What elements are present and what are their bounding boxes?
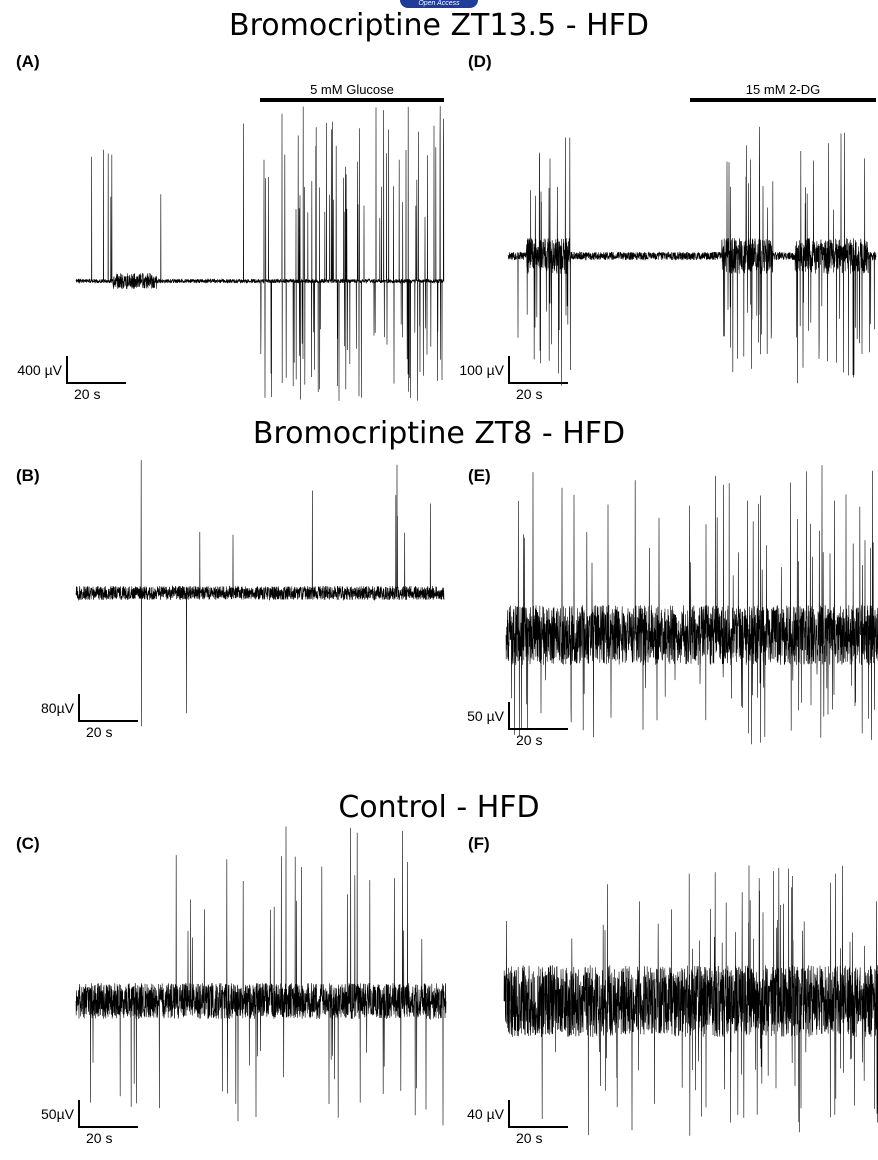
section-title-top: Bromocriptine ZT13.5 - HFD — [229, 8, 649, 43]
scale-horizontal-bar — [508, 382, 568, 384]
scale-horizontal-bar — [78, 720, 138, 722]
scale-time-label: 20 s — [516, 386, 543, 402]
scale-voltage-label: 80µV — [41, 700, 74, 716]
scale-vertical-bar — [508, 356, 510, 384]
scale-bar-f: 40 µV 20 s — [467, 1100, 608, 1160]
trace-panel-f — [503, 865, 878, 1136]
scale-bar-e: 50 µV 20 s — [467, 702, 608, 762]
trace-panel-d — [507, 126, 877, 386]
scale-vertical-bar — [78, 1100, 80, 1128]
scale-vertical-bar — [78, 694, 80, 722]
section-title-middle: Bromocriptine ZT8 - HFD — [252, 416, 626, 451]
voltage-trace — [75, 106, 445, 401]
panel-label-d: (D) — [468, 52, 492, 71]
treatment-2dg-bar — [690, 98, 876, 102]
voltage-trace — [503, 865, 878, 1136]
trace-panel-b — [75, 460, 445, 727]
scale-horizontal-bar — [508, 1126, 568, 1128]
scale-voltage-label: 100 µV — [459, 362, 504, 378]
treatment-glucose-bar — [260, 98, 444, 102]
treatment-glucose-label: 5 mM Glucose — [310, 82, 394, 97]
voltage-trace — [75, 460, 445, 727]
treatment-glucose: 5 mM Glucose — [260, 82, 444, 102]
scale-voltage-label: 50 µV — [467, 708, 504, 724]
section-title-bottom: Control - HFD — [338, 790, 540, 825]
voltage-trace — [505, 465, 878, 745]
panel-label-a: (A) — [16, 52, 40, 71]
panel-label-c: (C) — [16, 834, 40, 853]
trace-panel-e — [505, 465, 878, 745]
panel-label-b: (B) — [16, 466, 40, 485]
scale-voltage-label: 400 µV — [17, 362, 62, 378]
open-access-badge: Open Access — [400, 0, 478, 8]
scale-horizontal-bar — [508, 728, 568, 730]
scale-bar-b: 80µV 20 s — [41, 694, 178, 754]
scale-horizontal-bar — [78, 1126, 138, 1128]
trace-panel-a — [75, 106, 445, 401]
scale-time-label: 20 s — [516, 1130, 543, 1146]
voltage-trace — [75, 826, 447, 1126]
scale-voltage-label: 40 µV — [467, 1106, 504, 1122]
trace-panel-c — [75, 826, 447, 1126]
scale-time-label: 20 s — [516, 732, 543, 748]
scale-bar-a: 400 µV 20 s — [17, 356, 166, 416]
treatment-2dg-label: 15 mM 2-DG — [745, 82, 821, 97]
scale-time-label: 20 s — [86, 1130, 113, 1146]
scale-voltage-label: 50µV — [41, 1106, 74, 1122]
panel-label-f: (F) — [468, 834, 490, 853]
treatment-2dg: 15 mM 2-DG — [690, 82, 876, 102]
scale-vertical-bar — [508, 1100, 510, 1128]
scale-vertical-bar — [66, 356, 68, 384]
scale-horizontal-bar — [66, 382, 126, 384]
voltage-trace — [507, 126, 877, 386]
scale-time-label: 20 s — [86, 724, 113, 740]
scale-bar-d: 100 µV 20 s — [459, 356, 608, 416]
scale-bar-c: 50µV 20 s — [41, 1100, 178, 1160]
panel-label-e: (E) — [468, 466, 491, 485]
scale-time-label: 20 s — [74, 386, 101, 402]
scale-vertical-bar — [508, 702, 510, 730]
